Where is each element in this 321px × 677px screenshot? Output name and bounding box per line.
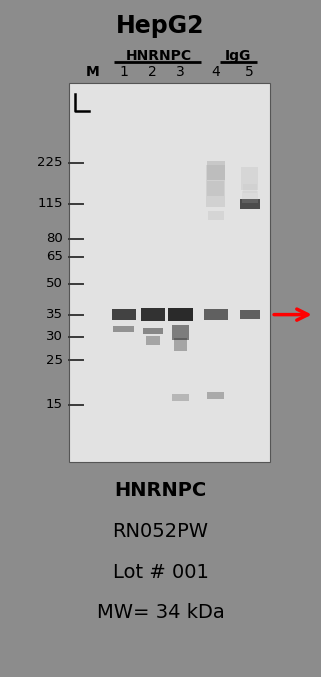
Text: HNRNPC: HNRNPC	[114, 481, 207, 500]
Bar	[208, 211, 223, 220]
Bar	[239, 199, 260, 209]
Bar	[145, 336, 160, 345]
Bar	[112, 309, 135, 320]
Text: 5: 5	[245, 66, 254, 79]
Text: HepG2: HepG2	[116, 14, 205, 38]
Text: RN052PW: RN052PW	[112, 522, 209, 541]
Text: 50: 50	[46, 277, 63, 290]
Bar	[168, 308, 193, 322]
Bar	[174, 338, 187, 351]
Text: 3: 3	[176, 66, 185, 79]
Bar	[207, 181, 224, 196]
Text: IgG: IgG	[224, 49, 251, 62]
Bar	[243, 184, 257, 194]
Bar	[172, 325, 189, 341]
Bar	[207, 391, 224, 399]
Text: 15: 15	[46, 398, 63, 412]
Bar	[206, 165, 225, 206]
Text: 2: 2	[148, 66, 157, 79]
Bar	[69, 83, 270, 462]
Text: 35: 35	[46, 308, 63, 321]
Bar	[241, 167, 258, 190]
Text: 25: 25	[46, 353, 63, 367]
Bar	[242, 192, 257, 203]
Text: 30: 30	[46, 330, 63, 343]
Text: 80: 80	[46, 232, 63, 245]
Text: 4: 4	[211, 66, 220, 79]
Bar	[113, 326, 134, 332]
Text: MW= 34 kDa: MW= 34 kDa	[97, 603, 224, 622]
Text: 65: 65	[46, 250, 63, 263]
Text: Lot # 001: Lot # 001	[113, 563, 208, 582]
Bar	[143, 328, 163, 334]
Bar	[172, 394, 189, 401]
Text: HNRNPC: HNRNPC	[126, 49, 192, 62]
Text: 1: 1	[119, 66, 128, 79]
Bar	[204, 309, 228, 320]
Bar	[141, 308, 165, 321]
Text: M: M	[86, 66, 100, 79]
Text: 115: 115	[37, 198, 63, 211]
Bar	[207, 161, 225, 180]
Bar	[239, 310, 260, 320]
Text: 225: 225	[37, 156, 63, 169]
